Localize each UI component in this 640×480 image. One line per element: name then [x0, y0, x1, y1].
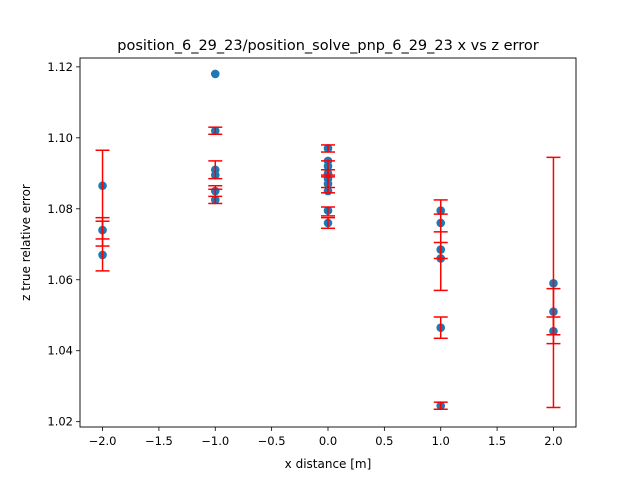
x-tick-label: 0.5 — [375, 434, 393, 448]
x-tick-label: 1.5 — [488, 434, 506, 448]
x-axis: −2.0 −1.5 −1.0 −0.5 0.0 0.5 1.0 1.5 2.0 — [89, 427, 563, 448]
error-bar — [546, 316, 561, 336]
error-bar — [208, 160, 223, 180]
error-bar — [433, 401, 448, 411]
x-tick-label: 1.0 — [432, 434, 450, 448]
y-tick-label: 1.04 — [47, 344, 73, 358]
y-tick-label: 1.10 — [47, 131, 73, 145]
x-tick-label: −0.5 — [258, 434, 286, 448]
y-axis: 1.02 1.04 1.06 1.08 1.10 1.12 — [47, 60, 80, 429]
y-tick-label: 1.08 — [47, 202, 73, 216]
x-tick-label: −1.0 — [201, 434, 229, 448]
y-tick-label: 1.02 — [47, 415, 73, 429]
plot-area — [95, 69, 561, 411]
x-tick-label: −2.0 — [89, 434, 117, 448]
chart-title: position_6_29_23/position_solve_pnp_6_29… — [117, 38, 538, 54]
error-bar — [321, 144, 335, 153]
error-bar — [95, 149, 110, 272]
error-bar — [208, 126, 223, 136]
error-bar — [546, 156, 561, 409]
error-bar — [321, 206, 335, 217]
error-bar — [433, 241, 448, 260]
y-tick-label: 1.12 — [47, 60, 73, 74]
y-tick-label: 1.06 — [47, 273, 73, 287]
error-bar — [321, 176, 335, 194]
data-point — [210, 69, 220, 79]
y-axis-label: z true relative error — [19, 184, 33, 301]
x-axis-label: x distance [m] — [285, 457, 372, 471]
x-tick-label: −1.5 — [145, 434, 173, 448]
error-bar — [433, 316, 448, 340]
error-bar — [321, 216, 335, 230]
error-bar — [95, 216, 110, 247]
x-tick-label: 2.0 — [544, 434, 562, 448]
x-tick-label: 0.0 — [319, 434, 337, 448]
error-bar — [433, 213, 448, 233]
error-bar — [208, 184, 223, 198]
